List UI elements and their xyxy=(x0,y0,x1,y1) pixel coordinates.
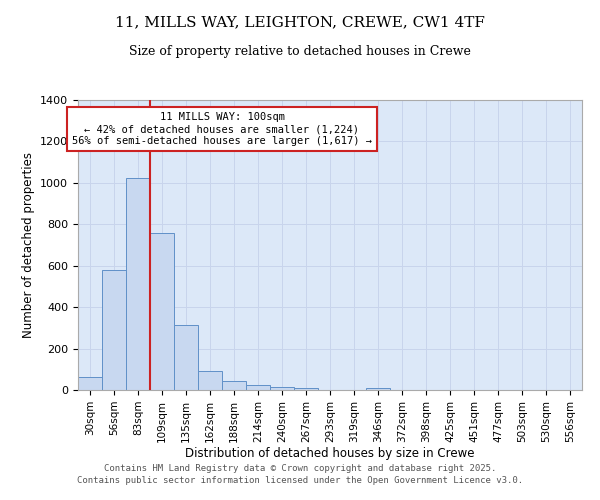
Bar xyxy=(126,178,150,390)
X-axis label: Distribution of detached houses by size in Crewe: Distribution of detached houses by size … xyxy=(185,448,475,460)
Bar xyxy=(78,376,102,390)
Text: Contains HM Land Registry data © Crown copyright and database right 2025.
Contai: Contains HM Land Registry data © Crown c… xyxy=(77,464,523,485)
Text: Size of property relative to detached houses in Crewe: Size of property relative to detached ho… xyxy=(129,45,471,58)
Bar xyxy=(174,325,198,390)
Bar xyxy=(150,232,174,390)
Bar xyxy=(366,388,390,390)
Bar xyxy=(246,386,270,390)
Bar xyxy=(222,382,246,390)
Bar xyxy=(270,387,294,390)
Y-axis label: Number of detached properties: Number of detached properties xyxy=(22,152,35,338)
Text: 11, MILLS WAY, LEIGHTON, CREWE, CW1 4TF: 11, MILLS WAY, LEIGHTON, CREWE, CW1 4TF xyxy=(115,15,485,29)
Bar xyxy=(102,270,126,390)
Bar xyxy=(294,388,318,390)
Text: 11 MILLS WAY: 100sqm
← 42% of detached houses are smaller (1,224)
56% of semi-de: 11 MILLS WAY: 100sqm ← 42% of detached h… xyxy=(72,112,372,146)
Bar xyxy=(198,372,222,390)
